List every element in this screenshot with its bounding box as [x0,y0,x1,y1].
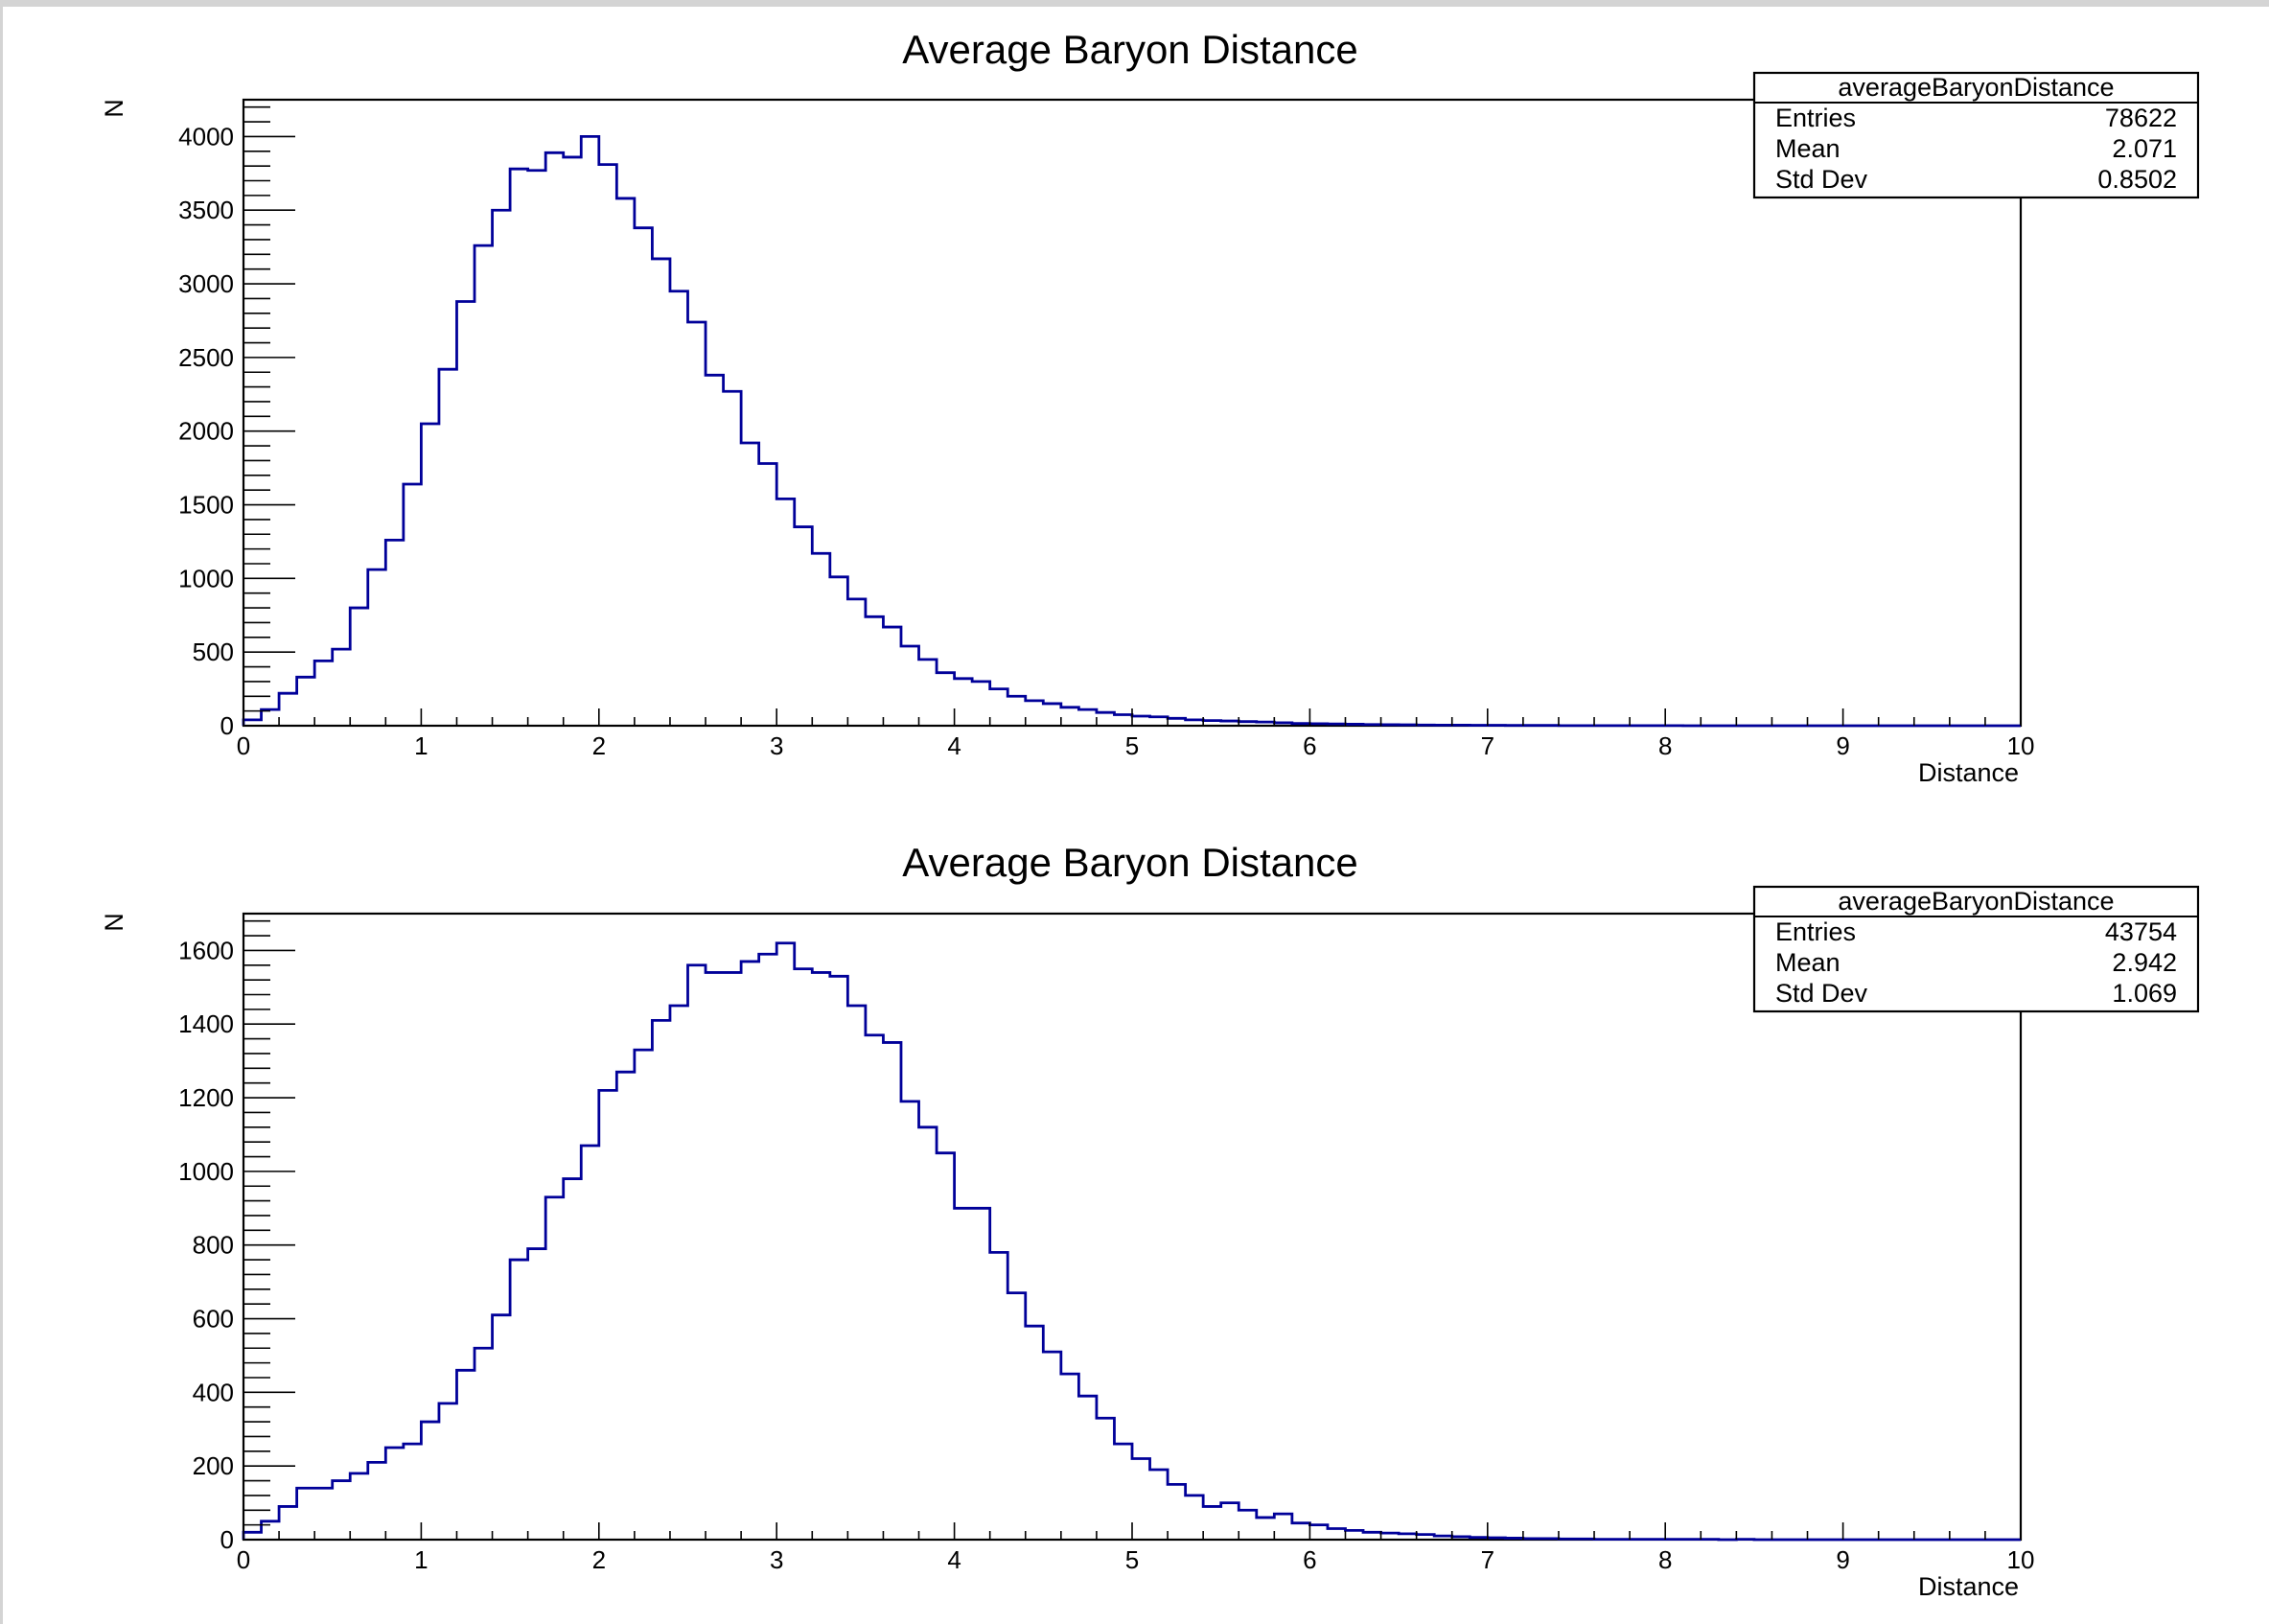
x-tick-label: 9 [1836,1545,1849,1574]
y-tick-label: 500 [193,638,234,666]
x-tick-label: 0 [237,1545,250,1574]
y-tick-label: 1500 [178,491,234,520]
x-tick-label: 9 [1836,731,1849,760]
x-tick-label: 6 [1303,1545,1316,1574]
x-tick-label: 2 [592,731,606,760]
stats-value: 2.942 [2112,948,2177,977]
y-tick-label: 2000 [178,417,234,446]
y-tick-label: 800 [193,1231,234,1260]
x-tick-label: 4 [947,731,961,760]
stats-label: Std Dev [1775,165,1868,194]
x-tick-label: 3 [770,731,783,760]
x-tick-label: 3 [770,1545,783,1574]
stats-label: Entries [1775,917,1856,946]
x-tick-label: 2 [592,1545,606,1574]
stats-label: Mean [1775,134,1841,163]
y-tick-label: 0 [220,1525,234,1554]
y-tick-label: 4000 [178,122,234,151]
histogram-series [242,135,2021,728]
stats-value: 43754 [2105,917,2177,946]
stats-box-title: averageBaryonDistance [1838,73,2114,102]
y-tick-label: 1000 [178,564,234,592]
y-tick-label: 0 [220,711,234,740]
x-tick-label: 5 [1125,1545,1139,1574]
x-tick-label: 7 [1481,731,1494,760]
stats-label: Mean [1775,948,1841,977]
histogram-panel-top: Average Baryon Distance N Distance 0 1 2 3 4… [100,27,2200,787]
stats-value: 1.069 [2112,979,2177,1008]
y-axis-label: N [100,99,128,118]
chart-title: Average Baryon Distance [902,840,1358,885]
y-tick-label: 3000 [178,269,234,298]
y-tick-label: 400 [193,1378,234,1406]
stats-label: Std Dev [1775,979,1868,1008]
x-tick-label: 1 [414,731,428,760]
histogram-panel-bottom: Average Baryon Distance N Distance 0 1 2 3 4… [100,840,2200,1601]
y-tick-label: 1200 [178,1083,234,1112]
y-tick-label: 1600 [178,936,234,964]
x-tick-label: 10 [2007,731,2035,760]
x-axis-label: Distance [1918,1572,2019,1601]
y-tick-label: 1000 [178,1157,234,1186]
y-axis-label: N [100,913,128,932]
y-tick-label: 200 [193,1451,234,1480]
y-tick-label: 1400 [178,1009,234,1038]
x-tick-label: 6 [1303,731,1316,760]
x-tick-label: 5 [1125,731,1139,760]
x-tick-label: 7 [1481,1545,1494,1574]
y-tick-label: 600 [193,1305,234,1334]
x-tick-label: 0 [237,731,250,760]
stats-box-frame [1752,71,2200,199]
stats-box-title: averageBaryonDistance [1838,887,2114,916]
y-tick-label: 2500 [178,343,234,372]
stats-box-frame [1752,885,2200,1013]
stats-value: 2.071 [2112,134,2177,163]
x-tick-label: 1 [414,1545,428,1574]
x-tick-label: 10 [2007,1545,2035,1574]
stats-label: Entries [1775,104,1856,132]
x-tick-label: 4 [947,1545,961,1574]
stats-value: 78622 [2105,104,2177,132]
histogram-series [242,941,2021,1542]
x-tick-label: 8 [1658,731,1672,760]
y-tick-label: 3500 [178,196,234,224]
x-tick-label: 8 [1658,1545,1672,1574]
x-axis-label: Distance [1918,758,2019,787]
chart-title: Average Baryon Distance [902,27,1358,72]
stats-value: 0.8502 [2097,165,2177,194]
